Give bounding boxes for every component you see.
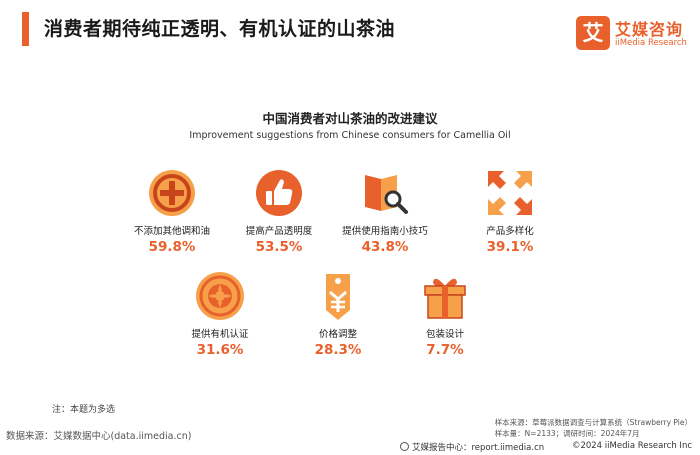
suggestion-item: 提供有机认证 31.6% [160, 270, 280, 358]
value-label: 43.8% [361, 239, 409, 255]
category-label: 产品多样化 [486, 226, 534, 237]
price-tag-icon [326, 274, 350, 320]
category-label: 提供使用指南小技巧 [342, 226, 428, 237]
value-label: 53.5% [255, 239, 303, 255]
category-label: 不添加其他调和油 [133, 226, 210, 237]
chart-title: 中国消费者对山茶油的改进建议 [262, 111, 438, 126]
natural-product-badge-icon [196, 272, 244, 320]
value-label: 28.3% [314, 342, 362, 358]
sample-info: 样本来源：草莓派数据调查与计算系统（Strawberry Pie） 样本量：N=… [495, 417, 692, 439]
suggestion-item: 产品多样化 39.1% [450, 167, 570, 255]
value-label: 31.6% [196, 342, 244, 358]
category-label: 包装设计 [425, 329, 464, 340]
category-label: 价格调整 [318, 329, 357, 340]
category-label: 提高产品透明度 [245, 226, 313, 237]
page-title: 消费者期待纯正透明、有机认证的山茶油 [44, 18, 396, 40]
sample-size: 样本量：N=2133；调研时间：2024年7月 [494, 429, 640, 438]
logo-name-cn: 艾媒咨询 [615, 20, 684, 39]
logo-name-en: iiMedia Research [615, 38, 687, 48]
suggestion-item: 提供使用指南小技巧 43.8% [325, 167, 445, 255]
copyright: ©2024 iiMedia Research Inc [571, 441, 692, 451]
data-source: 数据来源：艾媒数据中心(data.iimedia.cn) [6, 431, 192, 442]
chart-subtitle: Improvement suggestions from Chinese con… [189, 130, 511, 141]
value-label: 59.8% [148, 239, 196, 255]
suggestion-item: 价格调整 28.3% [278, 270, 398, 358]
guide-book-search-icon [365, 175, 408, 214]
sample-source: 样本来源：草莓派数据调查与计算系统（Strawberry Pie） [494, 418, 692, 427]
logo-mark: 艾 [576, 16, 610, 50]
footnote: 注：本题为多选 [52, 405, 116, 415]
iimedia-logo: 艾 艾媒咨询 iiMedia Research [576, 16, 691, 56]
expand-arrows-icon [488, 171, 532, 215]
suggestion-item: 提高产品透明度 53.5% [219, 167, 339, 255]
category-label: 提供有机认证 [191, 329, 249, 340]
gift-box-icon [424, 278, 466, 319]
suggestion-item: 包装设计 7.7% [385, 270, 505, 358]
report-center-icon [400, 442, 409, 451]
suggestion-item: 不添加其他调和油 59.8% [112, 167, 232, 255]
title-accent-bar [22, 12, 29, 46]
thumbs-up-icon [256, 170, 302, 216]
value-label: 7.7% [426, 342, 464, 358]
value-label: 39.1% [486, 239, 534, 255]
report-center-link[interactable]: 艾媒报告中心：report.iimedia.cn [412, 443, 545, 453]
report-center: 艾媒报告中心：report.iimedia.cn [400, 441, 544, 453]
plus-circle-icon [149, 170, 195, 216]
